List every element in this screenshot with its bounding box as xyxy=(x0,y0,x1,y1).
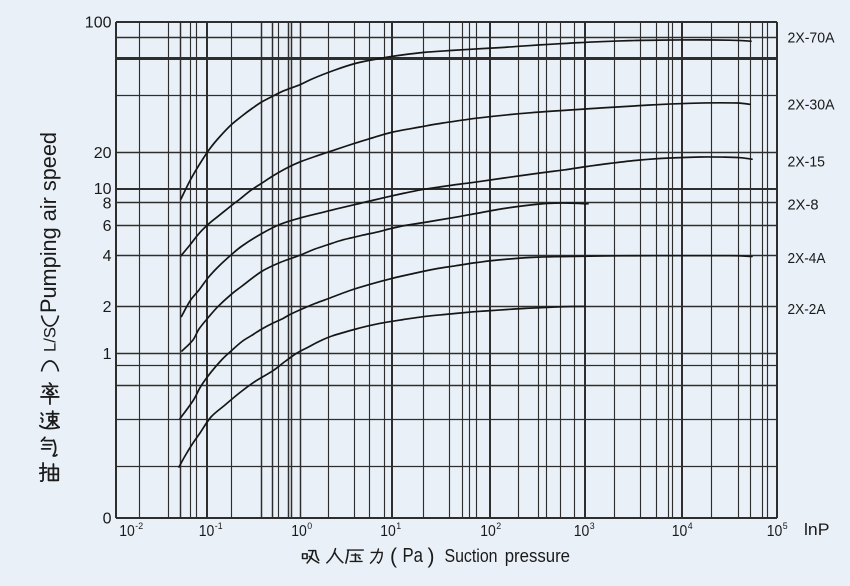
svg-text:(: ( xyxy=(390,545,397,568)
svg-text:10: 10 xyxy=(380,523,396,540)
svg-text:2X-4A: 2X-4A xyxy=(788,251,826,267)
svg-text:10: 10 xyxy=(767,523,783,540)
svg-text:10: 10 xyxy=(672,523,688,540)
svg-text:20: 20 xyxy=(94,145,112,162)
svg-text:10: 10 xyxy=(574,523,590,540)
svg-text:4: 4 xyxy=(688,521,693,531)
svg-text:2X-30A: 2X-30A xyxy=(788,98,835,114)
svg-text:10: 10 xyxy=(480,523,496,540)
svg-text:L/S: L/S xyxy=(41,327,60,352)
svg-text:10: 10 xyxy=(199,523,215,540)
svg-text:Suction: Suction xyxy=(445,546,498,566)
svg-text:0: 0 xyxy=(307,521,312,531)
svg-text:2X-8: 2X-8 xyxy=(788,198,819,214)
svg-text:5: 5 xyxy=(783,521,788,531)
svg-text:10: 10 xyxy=(291,523,307,540)
svg-text:2X-70A: 2X-70A xyxy=(788,31,835,47)
svg-text:-2: -2 xyxy=(135,521,143,531)
svg-text:0: 0 xyxy=(103,511,112,528)
svg-text:8: 8 xyxy=(103,196,112,213)
svg-text:3: 3 xyxy=(590,521,595,531)
svg-text:10: 10 xyxy=(119,523,135,540)
svg-text:4: 4 xyxy=(103,248,112,265)
svg-text:pressure: pressure xyxy=(505,546,570,566)
svg-text:2X-2A: 2X-2A xyxy=(788,302,826,318)
svg-text:1: 1 xyxy=(103,346,112,363)
svg-text:2X-15: 2X-15 xyxy=(788,155,826,171)
svg-text:10: 10 xyxy=(94,181,112,198)
svg-text:100: 100 xyxy=(85,15,112,32)
svg-text:2: 2 xyxy=(103,299,112,316)
svg-text:Pumping air speed: Pumping air speed xyxy=(36,132,61,313)
svg-text:lnP: lnP xyxy=(804,521,830,539)
svg-text:6: 6 xyxy=(103,218,112,235)
svg-text:2: 2 xyxy=(496,521,501,531)
svg-text:-1: -1 xyxy=(215,521,223,531)
svg-text:1: 1 xyxy=(396,521,401,531)
svg-text:): ) xyxy=(428,545,435,568)
svg-text:Pa: Pa xyxy=(403,544,424,567)
